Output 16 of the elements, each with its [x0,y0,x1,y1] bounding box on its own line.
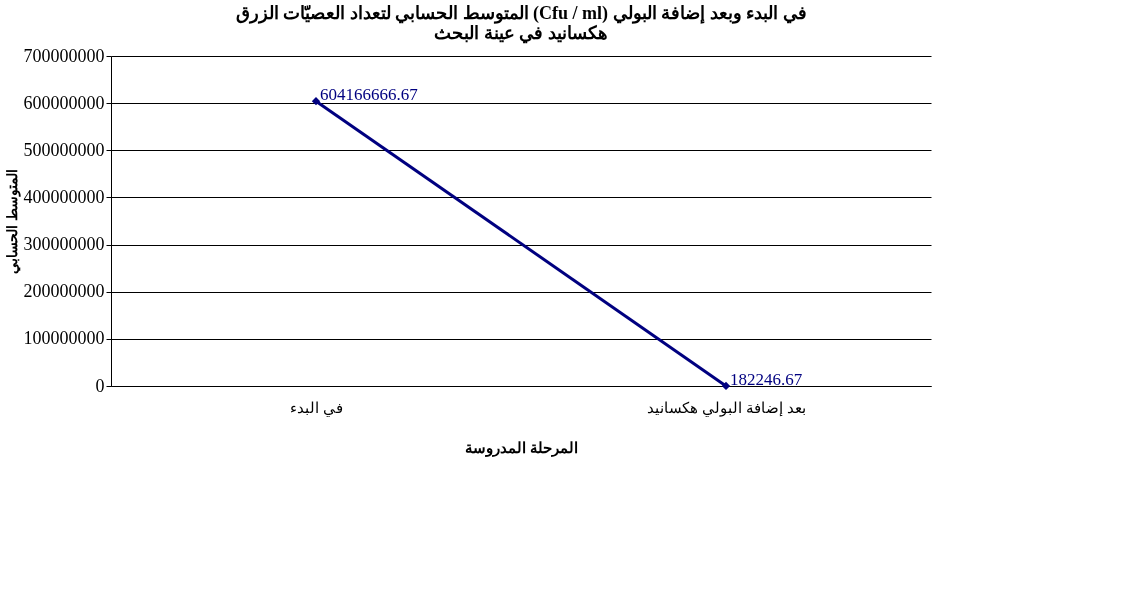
x-tick-label: في البدء [290,399,343,417]
y-tick-label: 100000000 [23,328,105,349]
text: المتوسط الحسابي لتعداد العصيّات الزرق (Cfu / ml) في البدء وبعد إضافة البولي [235,3,807,23]
y-tick-label: 300000000 [23,234,105,255]
y-axis-title: المتوسط الحسابي [4,169,21,274]
data-label: 182246.67 [730,369,803,389]
y-tick-label: 0 [95,375,105,396]
y-tick-label: 700000000 [23,45,105,66]
text: هكسانيد في عينة البحث [434,23,608,43]
y-tick-label: 500000000 [23,139,105,160]
y-tick-label: 200000000 [23,281,105,302]
data-label: 604166666.67 [320,85,419,105]
y-tick-label: 600000000 [23,92,105,113]
y-tick-label: 400000000 [23,186,105,207]
x-tick-label: بعد إضافة البولي هكسانيد [647,399,806,417]
x-axis-title: المرحلة المدروسة [465,439,578,457]
